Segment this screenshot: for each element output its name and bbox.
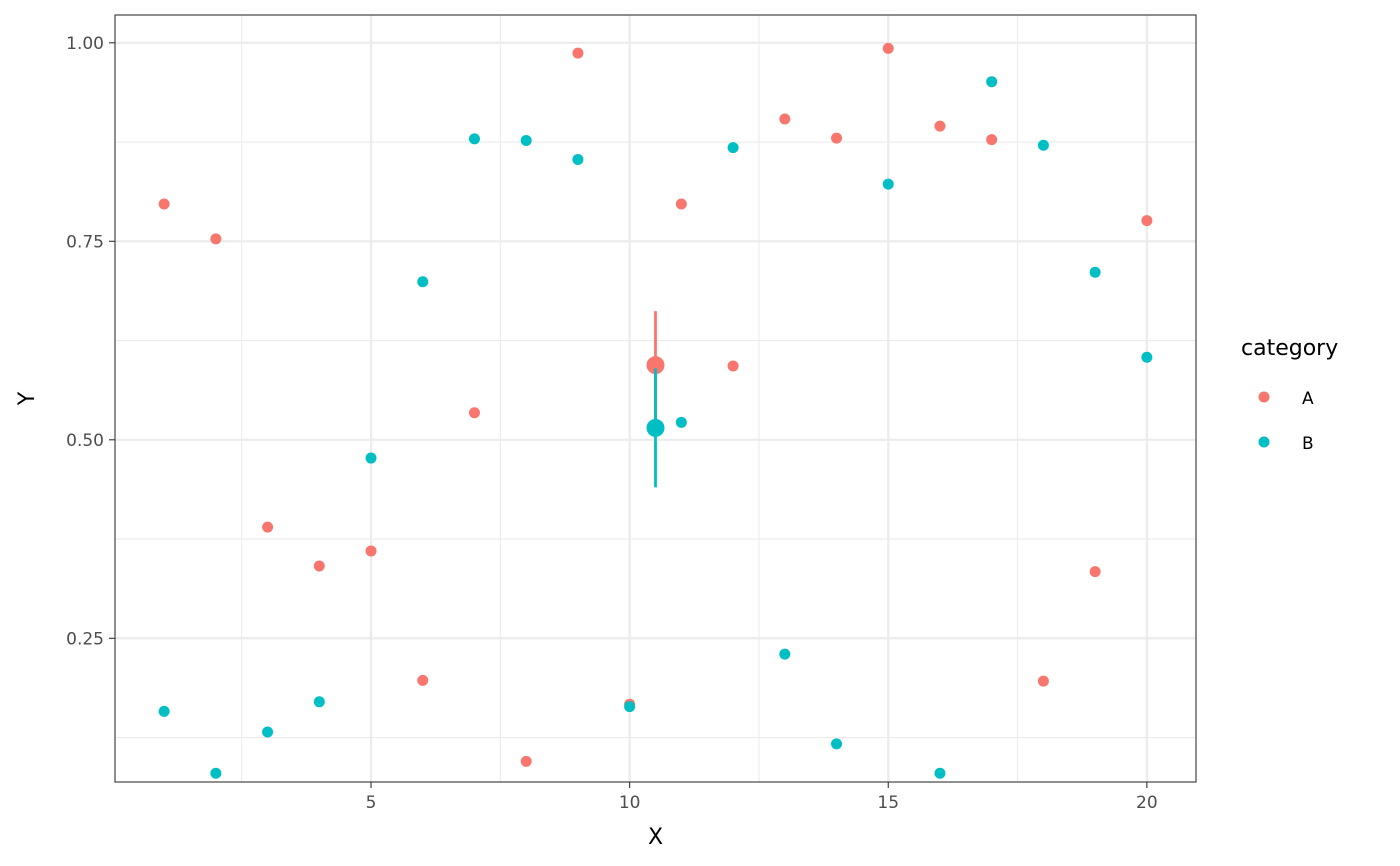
x-axis-ticks: 5 10 15 20 xyxy=(366,782,1158,813)
legend-key-B xyxy=(1258,436,1270,448)
data-point-B xyxy=(417,276,429,288)
summary-point-A xyxy=(646,356,665,375)
data-point-A xyxy=(727,360,739,372)
data-point-A xyxy=(1037,675,1049,687)
data-point-B xyxy=(1141,351,1153,363)
data-point-A xyxy=(675,198,687,210)
y-axis-title: Y xyxy=(15,391,40,406)
data-point-A xyxy=(313,560,325,572)
data-point-B xyxy=(986,76,998,88)
data-point-A xyxy=(934,120,946,132)
y-tick-label: 0.75 xyxy=(66,232,104,252)
y-tick-label: 1.00 xyxy=(66,34,104,54)
y-tick-label: 0.25 xyxy=(66,629,104,649)
summary-points xyxy=(646,311,665,488)
x-tick-label: 5 xyxy=(366,793,377,813)
x-tick-label: 10 xyxy=(619,793,641,813)
data-point-B xyxy=(727,142,739,154)
data-point-A xyxy=(986,134,998,146)
summary-point-B xyxy=(646,418,665,437)
legend-label-A: A xyxy=(1302,389,1314,409)
data-point-B xyxy=(365,452,377,464)
data-points xyxy=(158,42,1153,779)
data-point-B xyxy=(779,648,791,660)
data-point-A xyxy=(417,674,429,686)
data-point-A xyxy=(520,755,532,767)
data-point-B xyxy=(934,767,946,779)
legend-title: category xyxy=(1241,336,1338,361)
data-point-A xyxy=(572,47,584,59)
x-axis-title: X xyxy=(648,825,663,850)
y-axis-ticks: 0.25 0.50 0.75 1.00 xyxy=(66,34,115,649)
data-point-B xyxy=(675,416,687,428)
legend-items: AB xyxy=(1258,389,1314,454)
data-point-A xyxy=(1089,566,1101,578)
x-tick-label: 15 xyxy=(877,793,899,813)
data-point-A xyxy=(262,521,274,533)
data-point-A xyxy=(158,198,170,210)
data-point-A xyxy=(882,42,894,54)
legend: category AB xyxy=(1241,336,1338,454)
data-point-A xyxy=(1141,215,1153,227)
data-point-B xyxy=(210,767,222,779)
plot-panel-border xyxy=(114,14,1197,783)
data-point-B xyxy=(624,701,636,713)
x-tick-label: 20 xyxy=(1136,793,1158,813)
data-point-A xyxy=(210,233,222,245)
data-point-A xyxy=(779,113,791,125)
data-point-A xyxy=(468,407,480,419)
data-point-B xyxy=(520,134,532,146)
data-point-A xyxy=(365,545,377,557)
major-gridlines xyxy=(115,15,1196,782)
data-point-B xyxy=(882,178,894,190)
data-point-B xyxy=(831,738,843,750)
data-point-B xyxy=(262,726,274,738)
data-point-B xyxy=(1037,139,1049,151)
data-point-B xyxy=(468,133,480,145)
data-point-B xyxy=(313,696,325,708)
y-tick-label: 0.50 xyxy=(66,431,104,451)
data-point-B xyxy=(158,705,170,717)
data-point-B xyxy=(572,154,584,166)
data-point-B xyxy=(1089,266,1101,278)
legend-label-B: B xyxy=(1302,434,1314,454)
data-point-A xyxy=(831,132,843,144)
legend-key-A xyxy=(1258,391,1270,403)
